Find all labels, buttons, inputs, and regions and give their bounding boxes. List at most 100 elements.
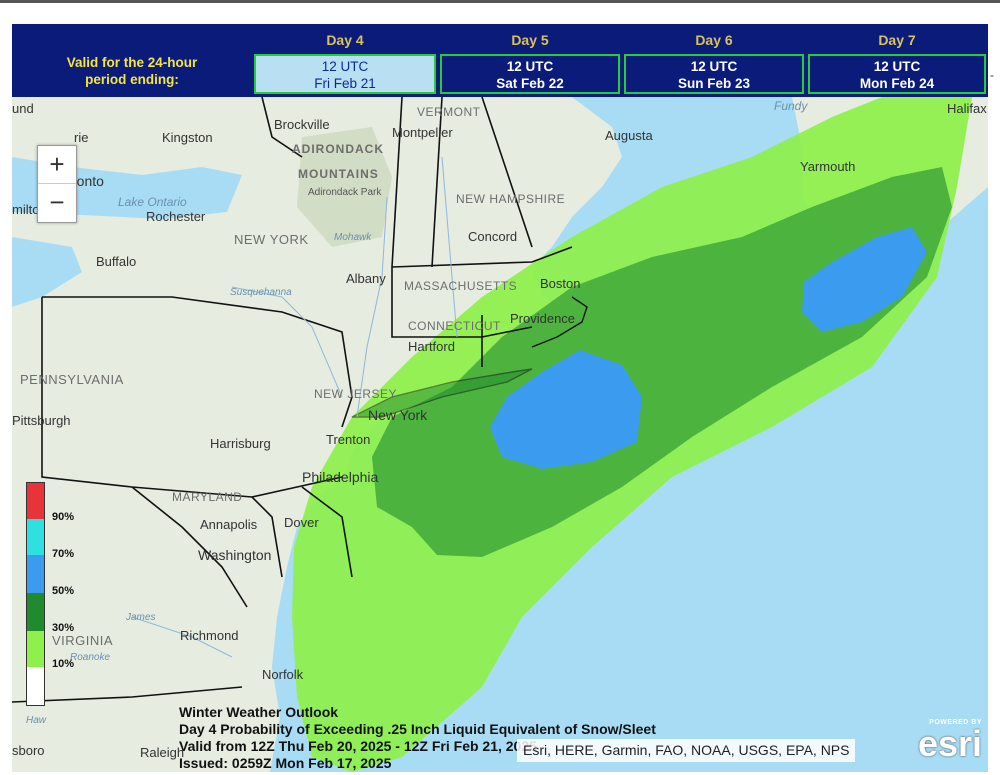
esri-logo: POWERED BY esri [907, 719, 982, 764]
label-ronto: ronto [72, 173, 104, 189]
state-massachusetts: MASSACHUSETTS [404, 279, 518, 293]
day-7-utc: 12 UTC [873, 59, 921, 74]
state-new-york: NEW YORK [234, 232, 309, 247]
day-7-column: Day 7 12 UTC Mon Feb 24 [806, 24, 988, 97]
valid-period-label: Valid for the 24-hour period ending: [12, 54, 252, 88]
city-yarmouth: Yarmouth [800, 159, 856, 174]
label-rie: rie [74, 130, 89, 145]
water-susquehanna: Susquehanna [230, 287, 292, 298]
water-james: James [126, 612, 156, 623]
lake-erie [12, 237, 82, 307]
legend-label-30: 30% [52, 622, 75, 634]
top-border-line [0, 0, 1000, 3]
zoom-control: + − [37, 145, 77, 223]
day-4-tab[interactable]: 12 UTC Fri Feb 21 [254, 54, 436, 94]
legend-label-90: 90% [52, 511, 75, 523]
city-augusta: Augusta [605, 128, 653, 143]
city-buffalo: Buffalo [96, 254, 137, 269]
legend-swatch-90 [27, 483, 44, 519]
legend-swatch-70 [27, 519, 44, 555]
state-connecticut: CONNECTICUT [408, 319, 501, 333]
probability-legend [26, 482, 45, 706]
water-fundy: Fundy [774, 99, 808, 113]
day-4-utc: 12 UTC [321, 59, 369, 74]
rivers [131, 156, 458, 658]
legend-swatch-50 [27, 555, 44, 593]
label-sboro: sboro [12, 743, 45, 758]
cape-cod [531, 296, 588, 348]
day-6-tab[interactable]: 12 UTC Sun Feb 23 [624, 54, 804, 94]
legend-label-70: 70% [52, 548, 75, 560]
day-6-title: Day 6 [695, 32, 733, 48]
esri-wordmark: esri [917, 723, 982, 764]
city-halifax: Halifax [947, 101, 987, 116]
city-richmond: Richmond [180, 628, 239, 643]
legend-label-10: 10% [52, 658, 75, 670]
state-boundaries [12, 97, 573, 703]
valid-label-line1: Valid for the 24-hour [66, 55, 198, 70]
outlook-description: Winter Weather Outlook Day 4 Probability… [179, 704, 656, 772]
zoom-out-button[interactable]: − [49, 187, 65, 217]
city-rochester: Rochester [146, 209, 206, 224]
land-area [12, 97, 622, 772]
day-5-date: Sat Feb 22 [496, 76, 564, 91]
city-norfolk: Norfolk [262, 667, 304, 682]
day-6-column: Day 6 12 UTC Sun Feb 23 [622, 24, 806, 97]
map-canvas [12, 97, 988, 772]
outlook-50-percent-east [802, 227, 927, 332]
map-attribution: Esri, HERE, Garmin, FAO, NOAA, USGS, EPA… [517, 739, 856, 762]
city-montpelier: Montpelier [392, 125, 453, 140]
city-hartford: Hartford [408, 339, 455, 354]
adirondack-shading [297, 127, 392, 247]
day-7-tab[interactable]: 12 UTC Mon Feb 24 [808, 54, 986, 94]
day-selector-header: Valid for the 24-hour period ending: Day… [12, 24, 988, 97]
label-mountains: MOUNTAINS [298, 167, 379, 181]
label-und: und [12, 101, 34, 116]
day-5-title: Day 5 [511, 32, 549, 48]
city-new-york: New York [368, 407, 428, 423]
city-providence: Providence [510, 311, 576, 326]
zoom-in-button[interactable]: + [38, 146, 76, 184]
state-new-jersey: NEW JERSEY [314, 387, 398, 401]
edge-tick-mark: - [990, 68, 994, 82]
day-4-title: Day 4 [326, 32, 364, 48]
map-view[interactable]: und rie ronto milton Kingston Brockville… [12, 97, 988, 772]
city-harrisburg: Harrisburg [210, 436, 271, 451]
city-concord: Concord [468, 229, 518, 244]
outlook-50-percent-south [490, 350, 642, 469]
outlook-valid-range: Valid from 12Z Thu Feb 20, 2025 - 12Z Fr… [179, 738, 537, 754]
outlook-title: Winter Weather Outlook [179, 704, 339, 720]
city-boston: Boston [540, 276, 581, 291]
state-maryland: MARYLAND [172, 490, 243, 504]
day-5-tab[interactable]: 12 UTC Sat Feb 22 [440, 54, 620, 94]
water-lake-ontario: Lake Ontario [118, 195, 187, 209]
legend-swatch-10 [27, 631, 44, 667]
valid-label-line2: period ending: [85, 72, 179, 87]
water-roanoke: Roanoke [70, 652, 111, 663]
outlook-frame: Valid for the 24-hour period ending: Day… [12, 24, 988, 772]
outlook-issued: Issued: 0259Z Mon Feb 17, 2025 [179, 755, 392, 771]
water-haw: Haw [26, 715, 47, 726]
day-6-utc: 12 UTC [690, 59, 738, 74]
day-5-utc: 12 UTC [506, 59, 554, 74]
city-annapolis: Annapolis [200, 517, 258, 532]
state-pennsylvania: PENNSYLVANIA [20, 372, 124, 387]
water-mohawk: Mohawk [334, 232, 372, 243]
day-6-date: Sun Feb 23 [677, 76, 750, 91]
day-4-column: Day 4 12 UTC Fri Feb 21 [252, 24, 438, 97]
city-washington: Washington [198, 547, 272, 563]
long-island [351, 368, 533, 418]
state-vermont: VERMONT [417, 105, 481, 119]
day-7-date: Mon Feb 24 [859, 76, 935, 91]
city-trenton: Trenton [326, 432, 371, 447]
day-5-column: Day 5 12 UTC Sat Feb 22 [438, 24, 622, 97]
state-new-hampshire: NEW HAMPSHIRE [456, 192, 566, 206]
label-adirondack: ADIRONDACK [292, 142, 384, 156]
day-7-title: Day 7 [878, 32, 916, 48]
city-raleigh: Raleigh [140, 745, 185, 760]
day-4-date: Fri Feb 21 [314, 76, 376, 91]
legend-label-50: 50% [52, 585, 75, 597]
powered-by-text: POWERED BY [929, 719, 982, 726]
city-kingston: Kingston [162, 130, 213, 145]
city-pittsburgh: Pittsburgh [12, 413, 71, 428]
